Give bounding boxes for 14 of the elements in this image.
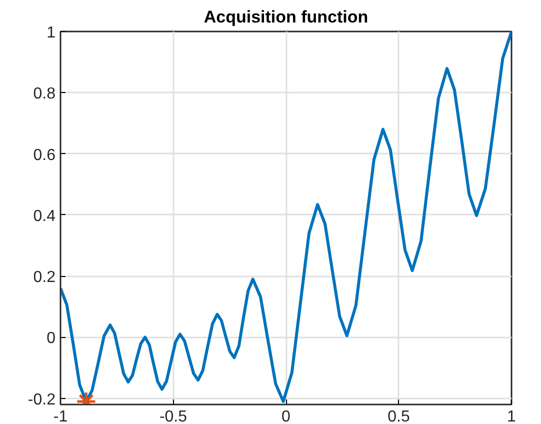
x-tick-label: -0.5 xyxy=(159,408,188,424)
y-tick-label: 0.2 xyxy=(33,269,56,286)
x-tick-label: 0.5 xyxy=(388,408,410,424)
y-tick-label: 1 xyxy=(46,24,56,42)
y-tick-label: 0.4 xyxy=(33,208,56,225)
y-tick-label: 0 xyxy=(46,330,56,348)
line-series xyxy=(60,32,512,403)
y-tick-label: -0.2 xyxy=(28,391,56,408)
x-tick-label: -1 xyxy=(53,408,68,424)
y-tick-label: 0.6 xyxy=(33,146,56,164)
chart-title: Acquisition function xyxy=(204,8,368,26)
x-tick-label: 0 xyxy=(282,408,291,424)
x-tick-label: 1 xyxy=(507,408,516,424)
y-tick-label: 0.8 xyxy=(33,86,56,103)
